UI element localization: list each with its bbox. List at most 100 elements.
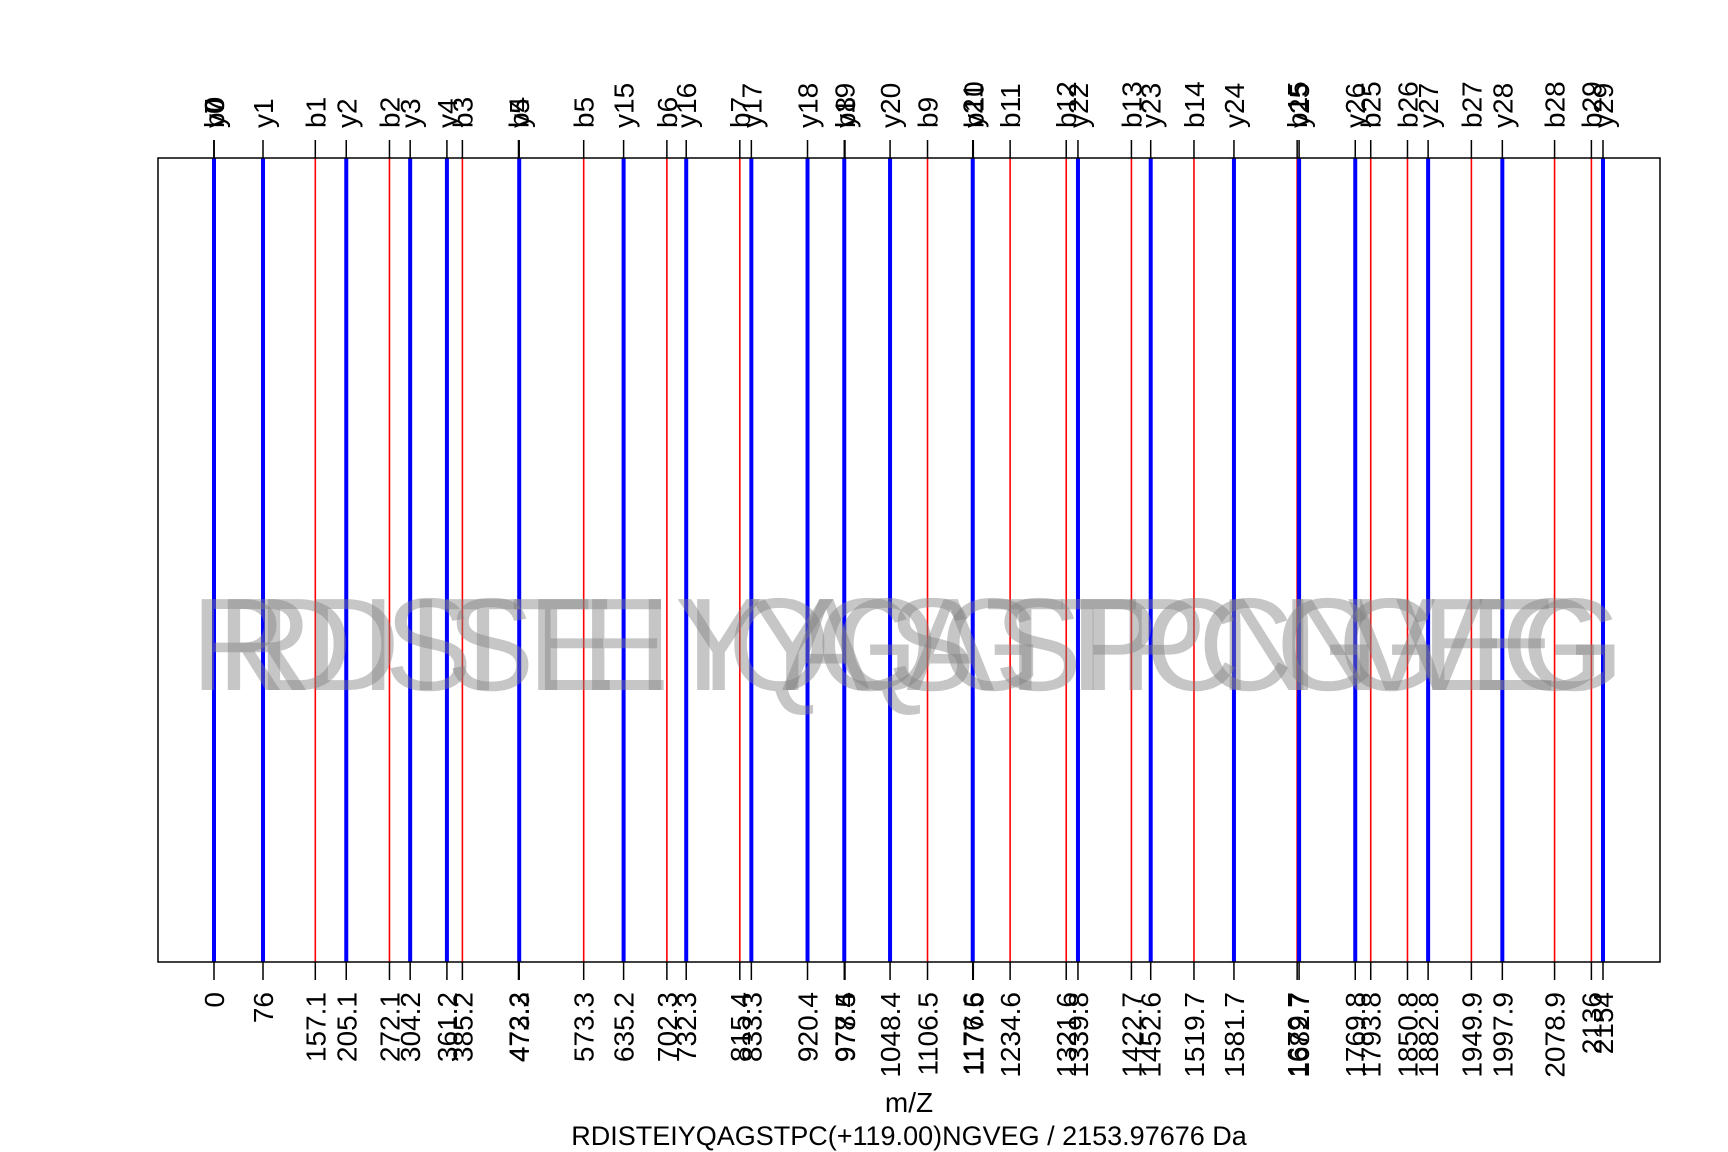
tick-label-13: 732.3 — [671, 992, 702, 1062]
ion-label-b1: b1 — [300, 97, 331, 128]
ion-label-b7: b7 — [725, 97, 756, 128]
ion-label-b13: b13 — [1116, 81, 1147, 128]
ion-label-y20: y20 — [875, 83, 906, 128]
ion-label-y21: y21 — [958, 83, 989, 128]
forward-residue-18: E — [1469, 571, 1557, 718]
reverse-residue-1: E — [1421, 571, 1509, 718]
tick-label-40: 2154 — [1588, 992, 1619, 1054]
ion-label-y4: y4 — [432, 98, 463, 128]
ion-label-y18: y18 — [793, 83, 824, 128]
ion-label-b12: b12 — [1051, 81, 1082, 128]
ion-label-y3: y3 — [395, 98, 426, 128]
ion-label-y2: y2 — [331, 98, 362, 128]
reverse-residue-13: I — [637, 571, 674, 718]
ion-label-b27: b27 — [1456, 81, 1487, 128]
tick-label-3: 205.1 — [331, 992, 362, 1062]
ion-label-b2: b2 — [374, 97, 405, 128]
forward-residue-8: Q — [835, 571, 938, 718]
ion-label-b15: b15 — [1282, 81, 1313, 128]
ion-label-y5: y5 — [504, 98, 535, 128]
tick-label-18: 978.5 — [830, 992, 861, 1062]
ion-label-b25: b25 — [1356, 81, 1387, 128]
forward-residue-4: T — [511, 571, 592, 718]
tick-label-38: 2078.9 — [1540, 992, 1571, 1078]
ion-label-b14: b14 — [1179, 81, 1210, 128]
tick-label-32: 1769.8 — [1340, 992, 1371, 1078]
tick-label-5: 304.2 — [395, 992, 426, 1062]
tick-label-2: 157.1 — [300, 992, 331, 1062]
tick-label-31: 1682.7 — [1284, 992, 1315, 1078]
reverse-residue-7: T — [985, 571, 1066, 718]
ion-label-y0: y0 — [199, 98, 230, 128]
forward-residue-9: A — [906, 571, 994, 718]
tick-label-21: 1176.6 — [958, 992, 989, 1076]
tick-label-4: 272.1 — [374, 992, 405, 1062]
ion-label-b6: b6 — [652, 97, 683, 128]
chart-title: RDISTEIYQAGSTPC(+119.00)NGVEG / 2153.976… — [571, 1121, 1248, 1151]
ion-label-y1: y1 — [248, 98, 279, 128]
tick-label-15: 833.3 — [736, 992, 767, 1062]
tick-label-25: 1339.8 — [1063, 992, 1094, 1078]
ion-label-y22: y22 — [1063, 83, 1094, 128]
ion-label-b8: b8 — [830, 97, 861, 128]
ion-label-b0: b0 — [199, 97, 230, 128]
tick-label-37: 1997.9 — [1487, 992, 1518, 1078]
reverse-residue-4: N — [1219, 571, 1314, 718]
forward-residue-12: T — [1059, 571, 1140, 718]
tick-label-19: 1048.4 — [875, 992, 906, 1078]
ion-label-y23: y23 — [1136, 83, 1167, 128]
tick-label-14: 815.4 — [725, 992, 756, 1062]
ion-label-y17: y17 — [736, 83, 767, 128]
tick-label-24: 1321.6 — [1051, 992, 1082, 1078]
ion-label-y24: y24 — [1219, 83, 1250, 128]
ion-label-b4: b4 — [503, 97, 534, 128]
reverse-residue-12: Y — [675, 571, 763, 718]
ion-label-b26: b26 — [1392, 81, 1423, 128]
tick-label-7: 385.2 — [447, 992, 478, 1062]
tick-label-34: 1850.8 — [1392, 992, 1423, 1078]
ion-label-y16: y16 — [671, 83, 702, 128]
reverse-residue-8: S — [887, 571, 975, 718]
reverse-residue-17: I — [360, 571, 397, 718]
forward-residue-6: I — [685, 571, 722, 718]
tick-label-8: 472.2 — [503, 992, 534, 1062]
tick-label-6: 361.2 — [432, 992, 463, 1062]
reverse-residue-19: R — [191, 571, 286, 718]
forward-residue-0: R — [217, 571, 312, 718]
reverse-residue-16: S — [385, 571, 473, 718]
reverse-residue-5: C — [1145, 571, 1240, 718]
reverse-residue-14: E — [527, 571, 615, 718]
forward-residue-7: Y — [748, 571, 836, 718]
ion-label-b28: b28 — [1540, 81, 1571, 128]
ion-lines — [212, 158, 1605, 962]
ion-label-b10: b10 — [958, 81, 989, 128]
tick-label-22: 1177.5 — [958, 992, 989, 1076]
tick-label-0: 0 — [199, 992, 230, 1008]
forward-residue-3: S — [446, 571, 534, 718]
reverse-residue-2: V — [1348, 571, 1436, 718]
ion-label-y26: y26 — [1340, 83, 1371, 128]
tick-label-1: 76 — [248, 992, 279, 1023]
reverse-residue-10: A — [782, 571, 870, 718]
forward-residue-17: V — [1395, 571, 1483, 718]
forward-residue-2: I — [408, 571, 445, 718]
reverse-residue-9: G — [816, 571, 919, 718]
ion-label-y27: y27 — [1413, 83, 1444, 128]
ion-label-b11: b11 — [995, 83, 1026, 128]
reverse-residue-11: Q — [728, 571, 831, 718]
tick-label-29: 1581.7 — [1219, 992, 1250, 1078]
ion-label-y25: y25 — [1284, 83, 1315, 128]
forward-residue-1: D — [305, 571, 400, 718]
tick-label-26: 1422.7 — [1116, 992, 1147, 1078]
tick-label-16: 920.4 — [793, 992, 824, 1062]
forward-residue-11: S — [994, 571, 1082, 718]
ion-label-y29: y29 — [1588, 83, 1619, 128]
forward-residue-5: E — [581, 571, 669, 718]
ion-label-b9: b9 — [913, 97, 944, 128]
tick-label-39: 2136 — [1576, 992, 1607, 1054]
reverse-residue-3: G — [1276, 571, 1379, 718]
forward-residue-19: G — [1522, 571, 1625, 718]
forward-residue-10: G — [940, 571, 1043, 718]
